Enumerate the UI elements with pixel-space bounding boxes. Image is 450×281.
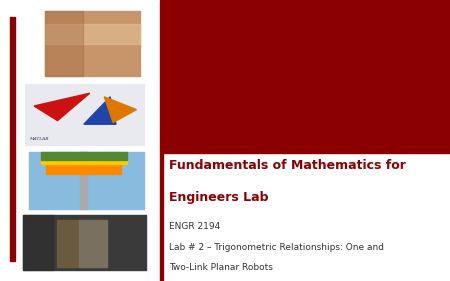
Bar <box>163 0 450 153</box>
Bar <box>10 17 15 261</box>
Bar <box>160 0 163 281</box>
Bar <box>40 152 127 160</box>
Polygon shape <box>104 97 136 123</box>
Bar <box>45 11 83 76</box>
Text: ENGR 2194: ENGR 2194 <box>169 222 220 231</box>
Bar <box>22 215 54 270</box>
Bar <box>40 157 127 164</box>
Text: Fundamentals of Mathematics for: Fundamentals of Mathematics for <box>169 159 405 172</box>
Bar <box>46 162 121 174</box>
Text: Engineers Lab: Engineers Lab <box>169 191 268 204</box>
Polygon shape <box>34 93 90 121</box>
Text: MATLAB: MATLAB <box>29 137 49 140</box>
Bar <box>25 84 144 145</box>
Text: Two-Link Planar Robots: Two-Link Planar Robots <box>169 263 273 272</box>
Bar <box>80 152 87 209</box>
Polygon shape <box>84 97 116 124</box>
Text: Lab # 2 – Trigonometric Relationships: One and: Lab # 2 – Trigonometric Relationships: O… <box>169 243 384 252</box>
Bar <box>57 220 79 267</box>
Bar <box>45 11 140 76</box>
Bar <box>80 220 107 267</box>
Bar <box>45 24 140 44</box>
Bar <box>22 215 146 270</box>
Bar <box>29 152 144 209</box>
